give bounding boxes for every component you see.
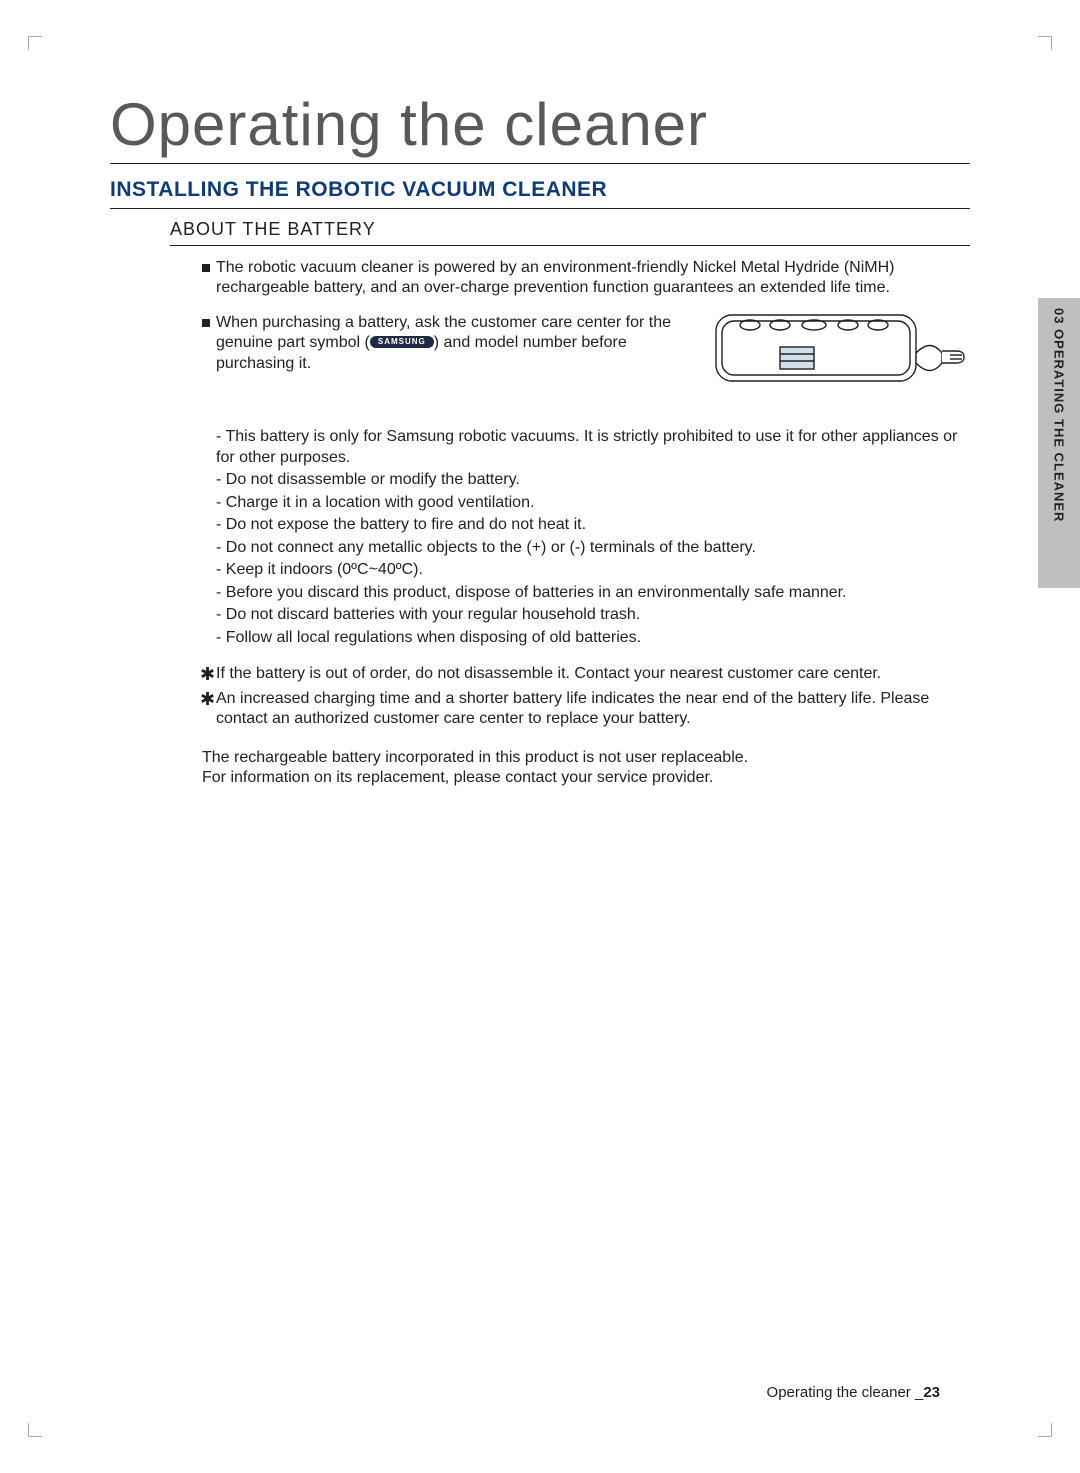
tail-line-1: The rechargeable battery incorporated in… xyxy=(202,748,970,768)
body-block: The robotic vacuum cleaner is powered by… xyxy=(202,258,970,788)
star-bullet-icon: ✱ xyxy=(200,665,215,683)
warning-list: - This battery is only for Samsung robot… xyxy=(202,427,970,648)
list-item: - Keep it indoors (0ºC~40ºC). xyxy=(216,560,970,580)
list-item: - Do not discard batteries with your reg… xyxy=(216,605,970,625)
list-item: ✱ An increased charging time and a short… xyxy=(202,689,970,730)
list-item: ✱ If the battery is out of order, do not… xyxy=(202,664,970,684)
section-heading: INSTALLING THE ROBOTIC VACUUM CLEANER xyxy=(110,178,970,209)
list-item: - Do not expose the battery to fire and … xyxy=(216,515,970,535)
crop-mark-br xyxy=(1038,1423,1052,1437)
battery-illustration xyxy=(710,307,970,403)
intro-paragraph-2: When purchasing a battery, ask the custo… xyxy=(202,313,694,374)
crop-mark-bl xyxy=(28,1423,42,1437)
page-number: 23 xyxy=(923,1384,940,1401)
subsection-heading: ABOUT THE BATTERY xyxy=(170,219,970,246)
intro-paragraph-1: The robotic vacuum cleaner is powered by… xyxy=(202,258,970,299)
page-footer: Operating the cleaner _23 xyxy=(767,1384,940,1401)
list-item: - Do not disassemble or modify the batte… xyxy=(216,470,970,490)
footer-text: Operating the cleaner _ xyxy=(767,1384,924,1401)
crop-mark-tl xyxy=(28,36,42,50)
list-item: - This battery is only for Samsung robot… xyxy=(216,427,970,468)
tail-line-2: For information on its replacement, plea… xyxy=(202,768,970,788)
list-item: - Do not connect any metallic objects to… xyxy=(216,538,970,558)
star-bullet-icon: ✱ xyxy=(200,690,215,708)
star-item-text: If the battery is out of order, do not d… xyxy=(216,665,881,682)
bullet-square-icon xyxy=(202,264,210,272)
list-item: - Charge it in a location with good vent… xyxy=(216,493,970,513)
side-tab-label: 03 OPERATING THE CLEANER xyxy=(1052,308,1067,522)
page-content: Operating the cleaner INSTALLING THE ROB… xyxy=(110,90,970,788)
closing-note: The rechargeable battery incorporated in… xyxy=(202,748,970,789)
list-item: - Before you discard this product, dispo… xyxy=(216,583,970,603)
samsung-logo-inline: SAMSUNG xyxy=(370,336,434,348)
star-list: ✱ If the battery is out of order, do not… xyxy=(202,664,970,729)
crop-mark-tr xyxy=(1038,36,1052,50)
intro-1-text: The robotic vacuum cleaner is powered by… xyxy=(216,259,894,296)
star-item-text: An increased charging time and a shorter… xyxy=(216,690,929,727)
bullet-square-icon xyxy=(202,319,210,327)
chapter-title: Operating the cleaner xyxy=(110,90,970,164)
subsection: ABOUT THE BATTERY The robotic vacuum cle… xyxy=(170,219,970,788)
list-item: - Follow all local regulations when disp… xyxy=(216,628,970,648)
side-tab: 03 OPERATING THE CLEANER xyxy=(1038,298,1080,588)
